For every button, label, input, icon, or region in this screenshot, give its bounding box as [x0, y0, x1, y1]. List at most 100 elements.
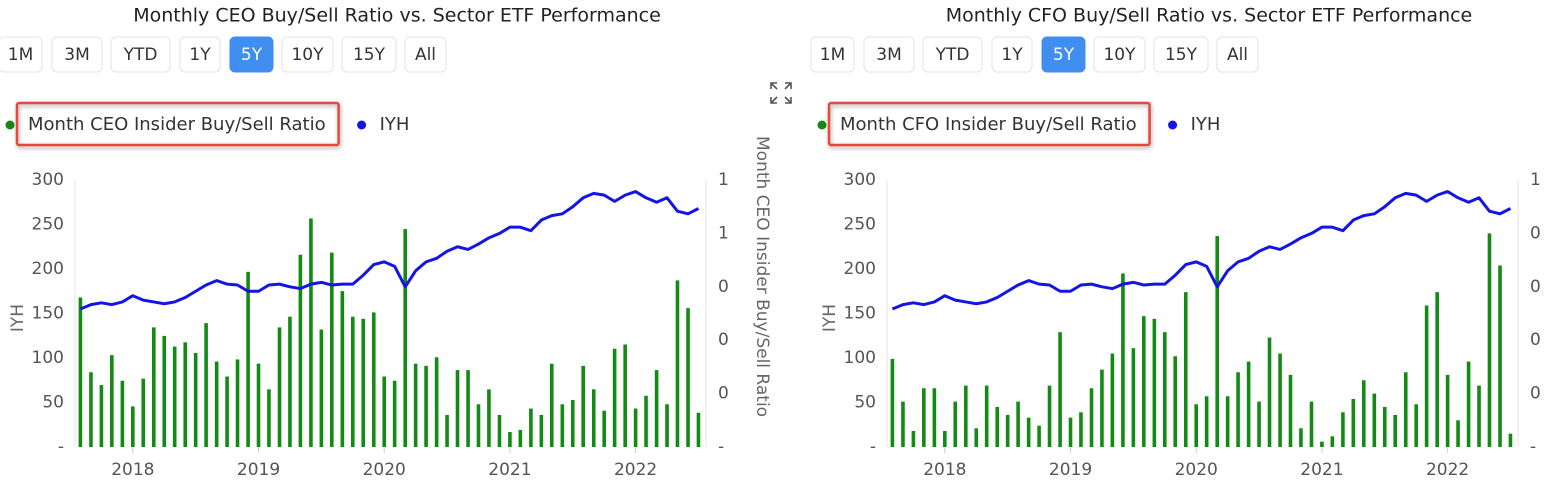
x-tick-label: 2020 [363, 460, 406, 480]
x-tick-label: 2019 [237, 460, 280, 480]
range-button-label: All [415, 45, 436, 65]
y2-tick-label: 1 [718, 170, 729, 190]
range-button-bg [341, 36, 397, 73]
y-tick-label: - [870, 437, 876, 457]
bar [1183, 292, 1188, 447]
range-button[interactable]: 3M [51, 36, 103, 73]
bar [424, 365, 428, 447]
range-button-label: 1Y [189, 45, 211, 65]
range-button[interactable]: 1Y [991, 36, 1033, 73]
legend-item[interactable]: Month CFO Insider Buy/Sell Ratio [817, 101, 1151, 147]
range-button-label: 3M [64, 45, 89, 65]
legend-marker [817, 120, 827, 130]
bar [1236, 372, 1240, 447]
range-button[interactable]: 10Y [281, 36, 334, 73]
range-button-label: 15Y [353, 45, 386, 65]
bar [1382, 406, 1387, 447]
range-button[interactable]: 15Y [1153, 36, 1209, 73]
y2-tick-label: 0 [1530, 384, 1541, 404]
y-tick-label: - [58, 437, 64, 457]
bar [591, 389, 596, 447]
legend-marker [5, 120, 15, 130]
range-button-label: 10Y [291, 45, 324, 65]
bar [1309, 401, 1314, 447]
bar [995, 406, 1000, 447]
y2-tick-label: - [718, 437, 724, 457]
legend-item[interactable]: IYH [357, 114, 409, 135]
bar [1508, 433, 1513, 447]
bar [1372, 393, 1377, 447]
range-button[interactable]: 1M [0, 36, 43, 73]
bar [943, 430, 947, 447]
range-button[interactable]: All [404, 36, 447, 73]
bar [518, 429, 523, 447]
bar [120, 380, 125, 447]
bar [1173, 356, 1178, 447]
range-button[interactable]: All [1216, 36, 1259, 73]
bar [911, 430, 916, 447]
range-button-bg [281, 36, 334, 73]
bar [1299, 428, 1303, 447]
y-tick-label: 50 [42, 393, 64, 413]
bar [246, 271, 250, 447]
range-button[interactable]: 5Y [229, 36, 274, 73]
y-tick-label: 250 [32, 215, 64, 235]
y2-tick-label: 0 [1530, 277, 1541, 297]
range-button-bg [863, 36, 915, 73]
y2-tick-label: 0 [1530, 223, 1541, 243]
range-button-bg [1216, 36, 1259, 73]
bar [581, 365, 585, 447]
range-button[interactable]: 5Y [1041, 36, 1086, 73]
range-button-label: 5Y [241, 45, 263, 65]
bar [1257, 401, 1261, 447]
expand-icon[interactable] [770, 82, 792, 104]
line [79, 190, 700, 311]
x-tick-label: 2018 [111, 460, 154, 480]
legend-highlight [15, 101, 340, 147]
y2-tick-label: 1 [718, 223, 729, 243]
y-axis-title: IYH [820, 304, 840, 332]
x-tick-label: 2021 [488, 460, 531, 480]
expand-icon-part [784, 96, 792, 104]
range-button[interactable]: 1Y [179, 36, 221, 73]
range-button[interactable]: YTD [110, 36, 171, 73]
legend-item[interactable]: Month CEO Insider Buy/Sell Ratio [5, 101, 340, 147]
bar [1131, 348, 1136, 447]
bar [890, 358, 895, 447]
x-tick-label: 2019 [1049, 460, 1092, 480]
range-button-bg [1041, 36, 1086, 73]
bar [508, 432, 512, 447]
range-button[interactable]: 15Y [341, 36, 397, 73]
bar [922, 388, 926, 447]
bar [1351, 398, 1356, 447]
range-button-bg [229, 36, 274, 73]
range-button-label: YTD [935, 45, 970, 65]
bar [78, 297, 83, 447]
line [891, 190, 1512, 311]
bar [665, 404, 669, 447]
y2-tick-label: 0 [718, 330, 729, 350]
bar [696, 412, 701, 447]
bar [497, 414, 502, 447]
bar [204, 323, 208, 447]
bar [277, 327, 282, 447]
expand-icon-part [770, 96, 778, 104]
range-button[interactable]: 10Y [1093, 36, 1146, 73]
bar [901, 401, 905, 447]
bar [466, 370, 470, 447]
y-tick-label: 300 [32, 170, 64, 190]
y2-tick-label: 1 [1530, 170, 1541, 190]
bar [539, 414, 544, 447]
bar [193, 353, 198, 447]
legend-item[interactable]: IYH [1168, 114, 1220, 135]
range-button[interactable]: YTD [922, 36, 983, 73]
bar [1121, 273, 1125, 447]
range-button-label: 3M [876, 45, 901, 65]
bar [403, 229, 408, 447]
range-button-bg [810, 36, 855, 73]
bar [570, 400, 575, 447]
range-button[interactable]: 3M [863, 36, 915, 73]
bar [675, 280, 680, 447]
range-button[interactable]: 1M [810, 36, 855, 73]
